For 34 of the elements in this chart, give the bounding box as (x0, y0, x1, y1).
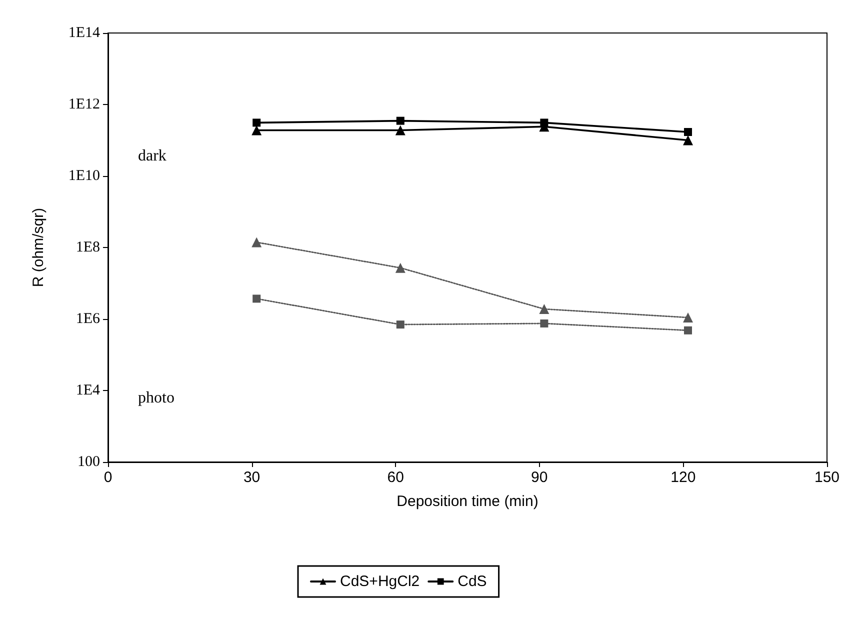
point (396, 116, 404, 125)
x-tick-label: 90 (531, 469, 548, 486)
legend-label: CdS (458, 573, 487, 590)
point (539, 304, 550, 314)
point (684, 326, 692, 334)
point (682, 135, 693, 146)
point (682, 312, 693, 323)
point (396, 320, 404, 329)
point (395, 262, 406, 273)
y-tick-label: 1E4 (76, 382, 100, 398)
annotation: dark (138, 148, 166, 164)
y-tick-label: 1E10 (68, 168, 100, 184)
point (395, 125, 406, 136)
x-tick-label: 150 (814, 469, 840, 486)
y-tick-label: 100 (78, 454, 100, 470)
x-axis-title: Deposition time (min) (396, 493, 538, 510)
y-tick-label: 1E8 (76, 240, 100, 256)
point (252, 294, 261, 303)
x-tick-label: 60 (387, 469, 404, 486)
y-tick-label: 1E12 (68, 96, 100, 112)
point (540, 118, 548, 127)
point (540, 319, 548, 328)
x-tick-label: 0 (104, 469, 112, 486)
point (252, 118, 261, 127)
y-tick-label: 1E6 (76, 311, 100, 327)
x-tick-label: 30 (243, 469, 260, 486)
point (684, 128, 692, 136)
legend-label: CdS+HgCl2 (340, 573, 420, 590)
point (252, 237, 262, 248)
y-axis-title: R (ohm/sqr) (30, 208, 47, 288)
point (252, 125, 262, 136)
annotation: photo (138, 390, 174, 406)
y-tick-label: 1E14 (68, 25, 100, 41)
x-tick-label: 120 (670, 469, 696, 486)
